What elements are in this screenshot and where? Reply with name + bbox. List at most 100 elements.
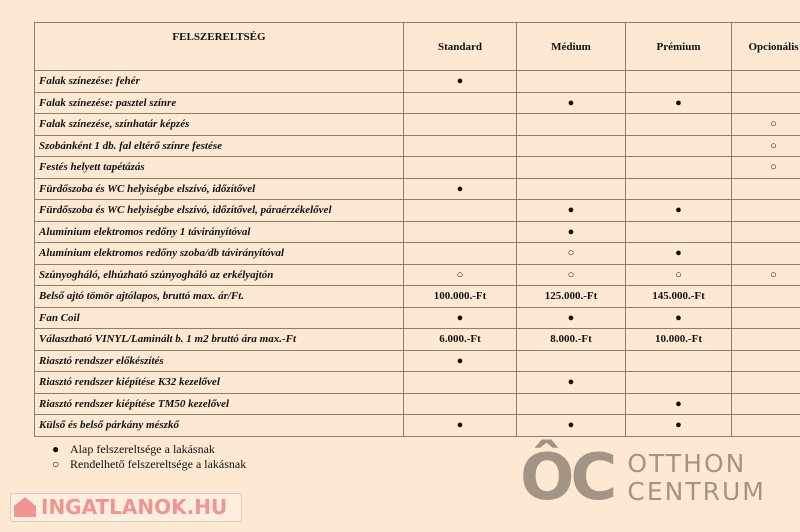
row-label: Fan Coil [34,306,404,329]
table-cell [403,220,517,243]
table-cell [516,113,626,136]
table-row: Belső ajtó tömör ajtólapos, bruttó max. … [34,285,800,308]
table-cell [625,371,732,394]
table-cell [625,156,732,179]
table-cell [403,113,517,136]
table-cell: ○ [731,113,800,136]
legend-item: ○ Rendelhető felszereltsége a lakásnak [52,457,247,471]
row-label: Belső ajtó tömör ajtólapos, bruttó max. … [34,285,404,308]
row-label: Külső és belső párkány mészkő [34,414,404,437]
table-cell: 100.000.-Ft [403,285,517,308]
table-cell: ● [403,306,517,329]
table-row: Alumínium elektromos redőny 1 távirányít… [34,220,800,243]
table-cell: ● [403,349,517,372]
table-cell: 8.000.-Ft [516,328,626,351]
table-cell: ○ [403,263,517,286]
row-label: Festés helyett tapétázás [34,156,404,179]
column-header: FELSZERELTSÉG [34,22,404,71]
table-cell [625,220,732,243]
row-label: Falak színezése, színhatár képzés [34,113,404,136]
table-cell: ● [625,199,732,222]
table-cell: ● [516,199,626,222]
table-cell [403,371,517,394]
table-cell: ● [403,70,517,93]
row-label: Falak színezése: pasztel színre [34,91,404,114]
table-cell [731,371,800,394]
watermark-line2: CENTRUM [627,477,766,506]
table-cell: ● [516,220,626,243]
column-header: Médium [516,22,626,71]
table-cell [516,392,626,415]
table-cell: ● [625,242,732,265]
table-cell [625,177,732,200]
table-cell [731,306,800,329]
table-row: Falak színezése, színhatár képzés ○ [34,113,800,136]
row-label: Fürdőszoba és WC helyiségbe elszívó, idő… [34,177,404,200]
table-row: Riasztó rendszer előkészítés ● [34,349,800,372]
table-cell [731,177,800,200]
row-label: Riasztó rendszer kiépítése TM50 kezelőve… [34,392,404,415]
row-label: Választható VINYL/Laminált b. 1 m2 brutt… [34,328,404,351]
table-cell [731,70,800,93]
table-cell [731,285,800,308]
table-cell [516,70,626,93]
table-cell [625,113,732,136]
table-row: Szúnyogháló, elhúzható szúnyogháló az er… [34,263,800,286]
table-cell [403,134,517,157]
table-cell: ● [625,306,732,329]
table-cell: ● [516,91,626,114]
table-cell: ○ [731,263,800,286]
table-cell: ○ [625,263,732,286]
table-row: Szobánként 1 db. fal eltérő színre festé… [34,134,800,157]
table-cell [625,349,732,372]
row-label: Fürdőszoba és WC helyiségbe elszívó, idő… [34,199,404,222]
row-label: Szúnyogháló, elhúzható szúnyogháló az er… [34,263,404,286]
column-header: Standard [403,22,517,71]
table-row: Festés helyett tapétázás ○ [34,156,800,179]
row-label: Alumínium elektromos redőny 1 távirányít… [34,220,404,243]
row-label: Alumínium elektromos redőny szoba/db táv… [34,242,404,265]
table-row: Riasztó rendszer kiépítése TM50 kezelőve… [34,392,800,415]
table-cell: 6.000.-Ft [403,328,517,351]
table-cell: 125.000.-Ft [516,285,626,308]
table-cell [516,177,626,200]
table-cell: ● [403,414,517,437]
oc-logo: ÔC [520,441,617,515]
table-cell: ● [403,177,517,200]
table-cell [516,349,626,372]
row-label: Falak színezése: fehér [34,70,404,93]
table-cell [625,134,732,157]
table-row: Riasztó rendszer kiépítése K32 kezelővel… [34,371,800,394]
table-cell: ● [625,414,732,437]
table-cell: ○ [516,263,626,286]
table-cell: ● [516,371,626,394]
table-cell [731,91,800,114]
table-cell [403,242,517,265]
watermark-line1: OTTHON [627,449,747,478]
row-label: Riasztó rendszer kiépítése K32 kezelővel [34,371,404,394]
table-cell [731,242,800,265]
legend: ● Alap felszereltsége a lakásnak ○ Rendelh… [52,442,246,472]
row-label: Riasztó rendszer előkészítés [34,349,404,372]
table-cell [403,392,517,415]
table-cell [403,156,517,179]
table-cell [731,220,800,243]
table-row: Fan Coil ● ● ● [34,306,800,329]
table-cell: ● [516,306,626,329]
table-row: Fürdőszoba és WC helyiségbe elszívó, idő… [34,177,800,200]
table-cell: 10.000.-Ft [625,328,732,351]
otthon-centrum-watermark: ÔC OTTHON CENTRUM [520,438,766,518]
table-row: Külső és belső párkány mészkő ● ● ● [34,414,800,437]
table-cell [731,328,800,351]
table-cell [403,199,517,222]
table-cell [403,91,517,114]
watermark-text: OTTHON CENTRUM [627,450,765,506]
table-cell [731,349,800,372]
house-icon [14,497,36,517]
ingatlanok-watermark: INGATLANOK.HU [10,493,242,522]
table-cell [516,156,626,179]
table-cell: 145.000.-Ft [625,285,732,308]
table-cell [731,199,800,222]
column-header: Prémium [625,22,732,71]
table-cell [516,134,626,157]
